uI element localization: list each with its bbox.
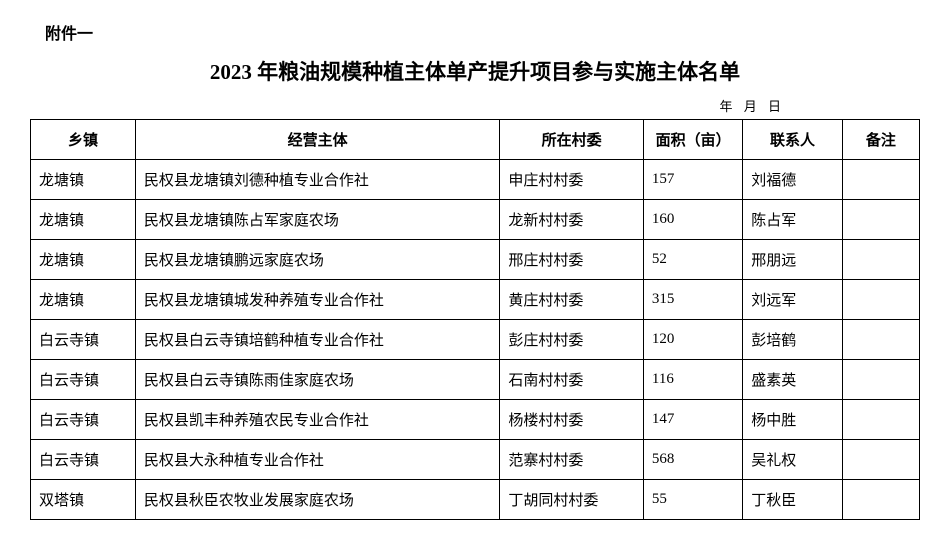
- cell-town: 龙塘镇: [31, 280, 136, 320]
- cell-remark: [842, 480, 919, 520]
- cell-remark: [842, 400, 919, 440]
- table-row: 白云寺镇 民权县白云寺镇陈雨佳家庭农场 石南村村委 116 盛素英: [31, 360, 920, 400]
- cell-remark: [842, 240, 919, 280]
- cell-area: 157: [643, 160, 742, 200]
- table-row: 双塔镇 民权县秋臣农牧业发展家庭农场 丁胡同村村委 55 丁秋臣: [31, 480, 920, 520]
- cell-area: 52: [643, 240, 742, 280]
- cell-entity: 民权县白云寺镇培鹤种植专业合作社: [135, 320, 499, 360]
- table-header-row: 乡镇 经营主体 所在村委 面积（亩） 联系人 备注: [31, 120, 920, 160]
- cell-contact: 吴礼权: [743, 440, 842, 480]
- cell-contact: 彭培鹤: [743, 320, 842, 360]
- cell-entity: 民权县白云寺镇陈雨佳家庭农场: [135, 360, 499, 400]
- cell-area: 147: [643, 400, 742, 440]
- cell-contact: 陈占军: [743, 200, 842, 240]
- cell-village: 丁胡同村村委: [500, 480, 644, 520]
- cell-town: 白云寺镇: [31, 400, 136, 440]
- cell-remark: [842, 280, 919, 320]
- cell-village: 彭庄村村委: [500, 320, 644, 360]
- col-header-contact: 联系人: [743, 120, 842, 160]
- cell-area: 116: [643, 360, 742, 400]
- cell-village: 龙新村村委: [500, 200, 644, 240]
- cell-entity: 民权县龙塘镇刘德种植专业合作社: [135, 160, 499, 200]
- table-row: 龙塘镇 民权县龙塘镇陈占军家庭农场 龙新村村委 160 陈占军: [31, 200, 920, 240]
- cell-contact: 丁秋臣: [743, 480, 842, 520]
- cell-contact: 邢朋远: [743, 240, 842, 280]
- table-body: 龙塘镇 民权县龙塘镇刘德种植专业合作社 申庄村村委 157 刘福德 龙塘镇 民权…: [31, 160, 920, 520]
- table-row: 龙塘镇 民权县龙塘镇刘德种植专业合作社 申庄村村委 157 刘福德: [31, 160, 920, 200]
- cell-contact: 刘远军: [743, 280, 842, 320]
- cell-village: 申庄村村委: [500, 160, 644, 200]
- cell-area: 568: [643, 440, 742, 480]
- table-row: 白云寺镇 民权县凯丰种养殖农民专业合作社 杨楼村村委 147 杨中胜: [31, 400, 920, 440]
- attachment-label: 附件一: [45, 20, 920, 44]
- cell-remark: [842, 440, 919, 480]
- cell-entity: 民权县大永种植专业合作社: [135, 440, 499, 480]
- cell-entity: 民权县凯丰种养殖农民专业合作社: [135, 400, 499, 440]
- cell-town: 龙塘镇: [31, 240, 136, 280]
- cell-town: 白云寺镇: [31, 360, 136, 400]
- cell-area: 120: [643, 320, 742, 360]
- cell-entity: 民权县龙塘镇城发种养殖专业合作社: [135, 280, 499, 320]
- cell-contact: 盛素英: [743, 360, 842, 400]
- cell-village: 石南村村委: [500, 360, 644, 400]
- roster-table: 乡镇 经营主体 所在村委 面积（亩） 联系人 备注 龙塘镇 民权县龙塘镇刘德种植…: [30, 119, 920, 520]
- col-header-town: 乡镇: [31, 120, 136, 160]
- page-title: 2023 年粮油规模种植主体单产提升项目参与实施主体名单: [30, 56, 920, 86]
- col-header-village: 所在村委: [500, 120, 644, 160]
- cell-village: 杨楼村村委: [500, 400, 644, 440]
- cell-village: 黄庄村村委: [500, 280, 644, 320]
- cell-remark: [842, 200, 919, 240]
- date-line: 年 月 日: [30, 96, 920, 115]
- cell-entity: 民权县龙塘镇陈占军家庭农场: [135, 200, 499, 240]
- cell-area: 315: [643, 280, 742, 320]
- cell-entity: 民权县龙塘镇鹏远家庭农场: [135, 240, 499, 280]
- cell-entity: 民权县秋臣农牧业发展家庭农场: [135, 480, 499, 520]
- col-header-area: 面积（亩）: [643, 120, 742, 160]
- cell-town: 白云寺镇: [31, 320, 136, 360]
- table-row: 白云寺镇 民权县大永种植专业合作社 范寨村村委 568 吴礼权: [31, 440, 920, 480]
- cell-town: 双塔镇: [31, 480, 136, 520]
- cell-village: 范寨村村委: [500, 440, 644, 480]
- cell-town: 白云寺镇: [31, 440, 136, 480]
- col-header-remark: 备注: [842, 120, 919, 160]
- cell-town: 龙塘镇: [31, 160, 136, 200]
- table-row: 白云寺镇 民权县白云寺镇培鹤种植专业合作社 彭庄村村委 120 彭培鹤: [31, 320, 920, 360]
- cell-contact: 刘福德: [743, 160, 842, 200]
- cell-area: 55: [643, 480, 742, 520]
- cell-remark: [842, 360, 919, 400]
- cell-contact: 杨中胜: [743, 400, 842, 440]
- table-row: 龙塘镇 民权县龙塘镇城发种养殖专业合作社 黄庄村村委 315 刘远军: [31, 280, 920, 320]
- cell-remark: [842, 320, 919, 360]
- table-row: 龙塘镇 民权县龙塘镇鹏远家庭农场 邢庄村村委 52 邢朋远: [31, 240, 920, 280]
- col-header-entity: 经营主体: [135, 120, 499, 160]
- cell-town: 龙塘镇: [31, 200, 136, 240]
- cell-village: 邢庄村村委: [500, 240, 644, 280]
- cell-remark: [842, 160, 919, 200]
- cell-area: 160: [643, 200, 742, 240]
